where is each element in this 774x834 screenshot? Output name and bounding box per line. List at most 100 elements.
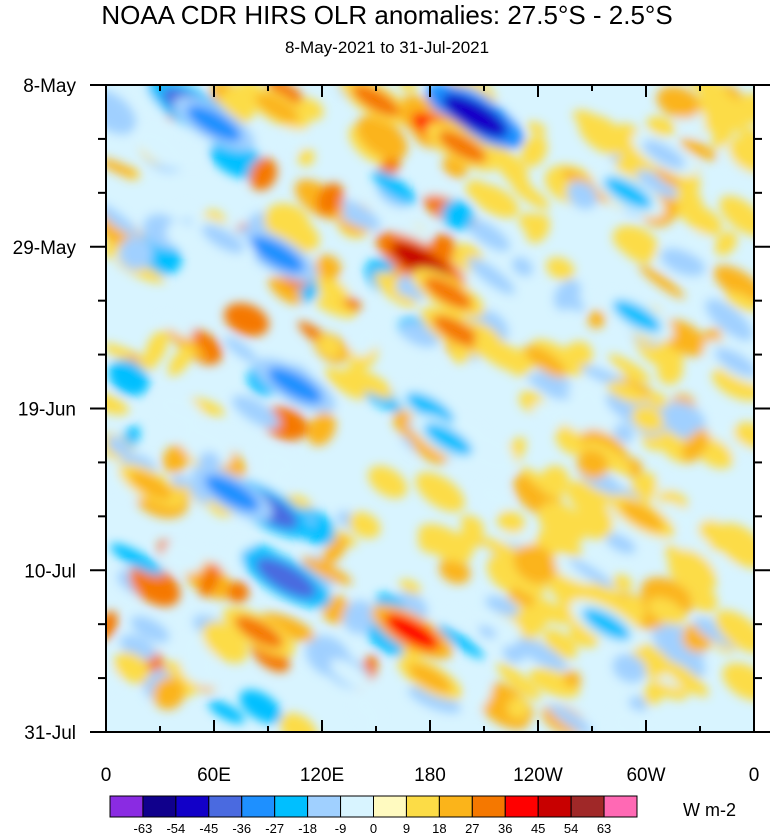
anomaly-blob	[239, 689, 282, 724]
anomaly-blob	[318, 336, 341, 358]
anomaly-blob	[399, 579, 422, 595]
anomaly-blob	[698, 550, 738, 573]
colorbar-label: 45	[531, 821, 545, 834]
anomaly-blob	[396, 274, 417, 297]
anomaly-blob	[179, 424, 232, 468]
anomaly-blob	[713, 265, 754, 303]
anomaly-blob	[106, 203, 139, 237]
anomaly-blob	[415, 472, 465, 512]
anomaly-blob	[526, 121, 547, 135]
y-tick-label: 31-Jul	[24, 723, 76, 744]
anomaly-blob	[554, 399, 600, 430]
anomaly-blob	[485, 595, 521, 617]
anomaly-blob	[410, 430, 448, 464]
anomaly-blob	[268, 276, 303, 305]
anomaly-blob	[108, 359, 150, 396]
anomaly-blob	[439, 558, 471, 584]
anomaly-blob	[511, 257, 533, 277]
colorbar-label: -63	[134, 821, 153, 834]
anomaly-blob	[374, 271, 418, 308]
anomaly-blob	[162, 444, 189, 474]
anomaly-blob	[529, 668, 581, 698]
anomaly-blob	[662, 401, 707, 440]
anomaly-blob	[714, 231, 738, 256]
colorbar-swatch	[537, 795, 572, 818]
anomaly-blob	[184, 151, 203, 170]
colorbar-swatch	[373, 795, 407, 818]
anomaly-feature	[612, 299, 662, 333]
anomaly-blob	[129, 563, 181, 607]
anomaly-blob	[612, 654, 647, 683]
anomaly-blob	[646, 391, 668, 408]
anomaly-blob	[656, 86, 701, 119]
anomaly-feature	[234, 615, 284, 649]
colorbar-swatch	[405, 795, 440, 818]
anomaly-blob	[577, 449, 609, 480]
anomaly-blob	[466, 684, 492, 713]
anomaly-blob	[467, 257, 515, 295]
anomaly-feature	[186, 105, 242, 142]
anomaly-blob	[520, 466, 565, 500]
anomaly-blob	[162, 540, 205, 574]
anomaly-blob	[545, 556, 595, 584]
anomaly-blob	[486, 145, 529, 180]
anomaly-blob	[113, 652, 150, 683]
anomaly-blob	[668, 549, 717, 595]
anomaly-blob	[725, 291, 754, 312]
anomaly-feature	[405, 392, 455, 425]
anomaly-feature	[249, 236, 305, 273]
anomaly-blob	[344, 370, 394, 399]
anomaly-blob	[254, 467, 288, 497]
anomaly-blob	[156, 392, 203, 426]
chart-subtitle: 8-May-2021 to 31-Jul-2021	[284, 38, 490, 57]
anomaly-feature	[384, 613, 440, 651]
anomaly-blob	[106, 89, 136, 135]
anomaly-blob	[315, 254, 342, 280]
anomaly-blob	[496, 663, 541, 701]
anomaly-feature	[256, 557, 316, 599]
anomaly-feature	[129, 470, 173, 501]
colorbar-swatch	[471, 795, 506, 818]
anomaly-blob	[612, 574, 633, 591]
anomaly-blob	[136, 126, 186, 169]
colorbar-swatch	[307, 795, 342, 818]
anomaly-blob	[698, 89, 748, 131]
anomaly-blob	[316, 182, 344, 216]
anomaly-blob	[297, 148, 315, 167]
anomaly-blob	[167, 206, 187, 221]
anomaly-blob	[356, 115, 408, 160]
anomaly-blob	[144, 330, 169, 366]
anomaly-blob	[566, 180, 598, 210]
anomaly-feature	[483, 341, 521, 368]
anomaly-blob	[372, 170, 417, 204]
anomaly-blob	[477, 689, 530, 730]
colorbar-label: -9	[335, 821, 347, 834]
anomaly-blob	[532, 402, 564, 428]
anomaly-blob	[654, 167, 681, 188]
colorbar-swatch	[504, 795, 539, 818]
anomaly-blob	[470, 183, 519, 218]
anomaly-blob	[526, 373, 572, 402]
chart-title: NOAA CDR HIRS OLR anomalies: 27.5°S - 2.…	[101, 0, 673, 30]
anomaly-blob	[187, 397, 226, 417]
anomaly-blob	[538, 501, 586, 546]
anomaly-blob	[232, 395, 280, 429]
colorbar-swatch	[175, 795, 210, 818]
colorbar-swatch	[340, 795, 374, 818]
anomaly-blob	[735, 126, 754, 141]
anomaly-blob	[682, 428, 710, 462]
y-tick-label: 19-Jun	[18, 400, 76, 421]
colorbar-swatch	[274, 795, 309, 818]
colorbar-label: -36	[232, 821, 251, 834]
anomaly-blob	[256, 446, 299, 477]
colorbar-swatch	[142, 795, 177, 818]
anomaly-blob	[224, 302, 269, 337]
anomaly-blob	[314, 276, 350, 302]
colorbar-label: -45	[199, 821, 218, 834]
anomaly-blob	[208, 700, 245, 724]
anomaly-blob	[418, 523, 473, 563]
anomaly-feature	[201, 224, 245, 254]
anomaly-blob	[351, 693, 376, 718]
anomaly-blob	[646, 116, 676, 137]
anomaly-blob	[728, 136, 754, 173]
